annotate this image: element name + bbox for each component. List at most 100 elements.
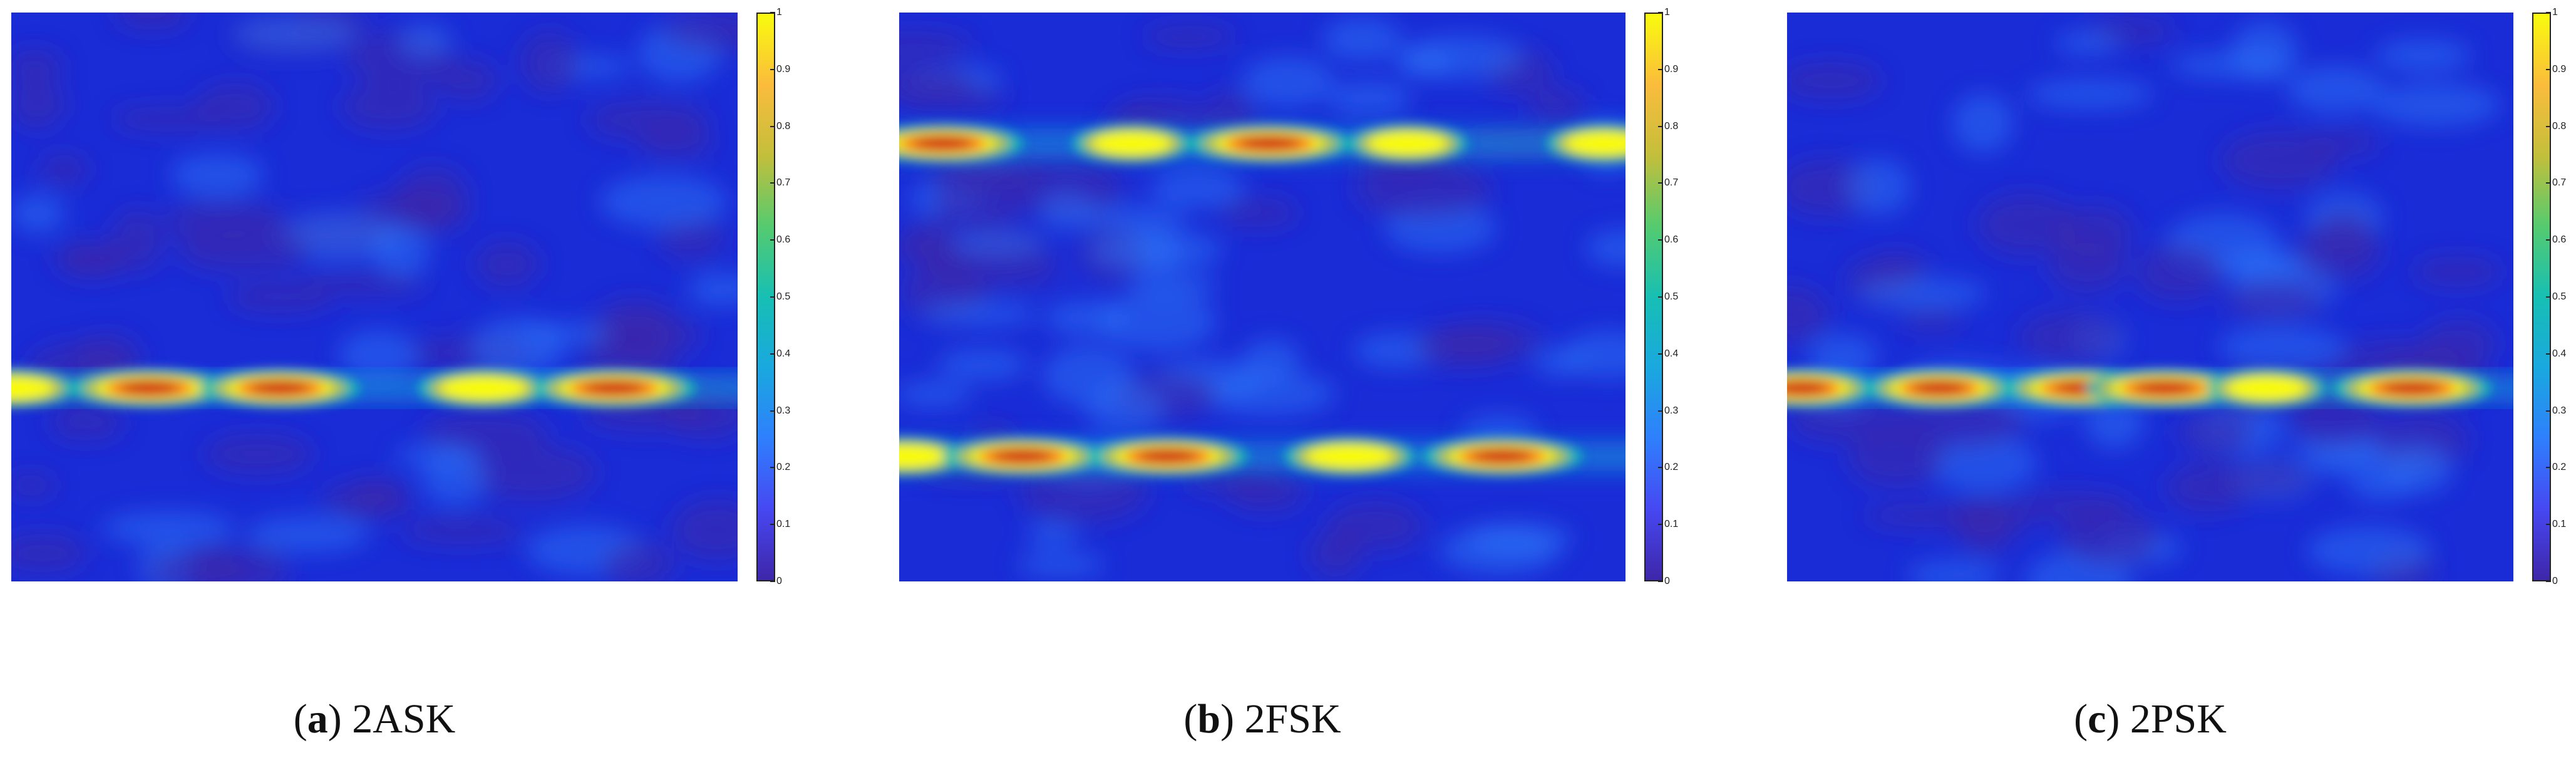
texture-blob bbox=[1089, 228, 1223, 273]
peak-mark bbox=[1865, 369, 2014, 407]
texture-blob bbox=[349, 477, 404, 515]
peaks bbox=[1787, 369, 2493, 407]
texture-blob bbox=[435, 59, 498, 101]
texture-blob bbox=[2286, 65, 2384, 113]
peak-mark bbox=[1421, 437, 1583, 476]
colorbar-tick-label: 0.8 bbox=[1657, 119, 1678, 134]
texture-blob bbox=[1077, 205, 1190, 230]
texture-blob bbox=[52, 243, 125, 274]
caption-letter-b: b bbox=[1197, 696, 1221, 742]
texture-blob bbox=[637, 124, 714, 158]
peak-mark bbox=[1787, 369, 1874, 407]
texture-blob bbox=[602, 541, 675, 581]
peak-mark bbox=[899, 437, 967, 476]
caption-letter-a: a bbox=[307, 696, 328, 742]
peak-mark bbox=[2206, 369, 2327, 407]
texture-blob bbox=[1946, 499, 2034, 535]
texture-blob bbox=[1895, 393, 2026, 449]
texture-blob bbox=[2060, 509, 2159, 566]
peak-mark bbox=[899, 124, 1024, 162]
peak-mark bbox=[2331, 369, 2493, 407]
texture-blob bbox=[339, 83, 438, 130]
caption-b: (b) 2FSK bbox=[1183, 696, 1341, 742]
texture-blob bbox=[11, 474, 58, 497]
colorbar-tick-label: 0.2 bbox=[770, 460, 790, 475]
peak-mark bbox=[11, 369, 76, 407]
colorbar-ticks-c: 1 0.9 0.8 0.7 0.6 0.5 0.4 0.3 0.2 0.1 0 bbox=[2545, 7, 2576, 586]
peak-mark bbox=[2084, 369, 2245, 407]
peaks bbox=[899, 124, 1625, 476]
colorbar-tick-label: 0.4 bbox=[770, 346, 790, 362]
colorbar-tick-label: 0 bbox=[770, 574, 782, 589]
peak-mark bbox=[1087, 437, 1249, 476]
texture-blob bbox=[1527, 87, 1585, 122]
colorbar-tick-label: 0.5 bbox=[1657, 289, 1678, 304]
panel-a: 1 0.9 0.8 0.7 0.6 0.5 0.4 0.3 0.2 0.1 0 (a) 2ASK bbox=[11, 7, 825, 752]
colorbar-tick-label: 1 bbox=[2546, 5, 2558, 20]
texture-blob bbox=[1787, 284, 1830, 344]
texture-blob bbox=[1128, 273, 1219, 299]
texture-blob bbox=[899, 31, 972, 59]
texture-blob bbox=[1098, 291, 1217, 351]
colorbar-tick-label: 0.1 bbox=[770, 517, 790, 532]
texture-blob bbox=[401, 517, 523, 544]
texture-blob bbox=[950, 231, 1045, 256]
colorbar-tick-label: 0 bbox=[1658, 574, 1670, 589]
colorbar-tick-label: 0.9 bbox=[1657, 62, 1678, 77]
peak-mark bbox=[531, 369, 697, 407]
texture-blob bbox=[520, 322, 614, 345]
texture-blob bbox=[2371, 83, 2501, 127]
texture-blob bbox=[2223, 280, 2323, 320]
texture-blob bbox=[2084, 393, 2145, 449]
texture-blob bbox=[1142, 24, 1236, 49]
caption-label-c: 2PSK bbox=[2130, 696, 2227, 742]
texture-blob bbox=[234, 16, 358, 51]
texture-blob bbox=[1413, 327, 1516, 368]
texture-blob bbox=[466, 443, 597, 502]
colorbar-tick-label: 0.9 bbox=[770, 62, 790, 77]
heatmap-a bbox=[11, 13, 738, 581]
colorbar-tick-label: 0.7 bbox=[770, 175, 790, 190]
texture-blob bbox=[422, 410, 549, 454]
texture-blob bbox=[2026, 78, 2154, 110]
texture-blob bbox=[1326, 81, 1412, 117]
texture-blob bbox=[1321, 18, 1403, 61]
texture-blob bbox=[519, 31, 579, 93]
texture-blob bbox=[230, 546, 287, 581]
heatmap-texture bbox=[11, 13, 738, 581]
texture-blob bbox=[11, 533, 87, 573]
texture-blob bbox=[246, 516, 370, 553]
texture-blob bbox=[2231, 21, 2299, 80]
texture-blob bbox=[11, 194, 66, 234]
colorbar-tick-label: 0.3 bbox=[1657, 403, 1678, 419]
texture-blob bbox=[101, 511, 236, 546]
texture-blob bbox=[1787, 397, 1904, 444]
colorbar-tick-label: 0.6 bbox=[2545, 232, 2566, 247]
texture-blob bbox=[2135, 243, 2222, 301]
colorbar-tick-label: 0.2 bbox=[2545, 460, 2566, 475]
colorbar-tick-label: 0.9 bbox=[2545, 62, 2566, 77]
texture-blob bbox=[11, 79, 66, 129]
colorbar-tick-label: 0.6 bbox=[1657, 232, 1678, 247]
heatmap-svg-b bbox=[899, 13, 1625, 581]
texture-blob bbox=[337, 330, 418, 381]
texture-blob bbox=[194, 82, 275, 131]
caption-a: (a) 2ASK bbox=[293, 696, 456, 742]
colorbar-tick-label: 0.8 bbox=[2545, 119, 2566, 134]
texture-blob bbox=[1951, 93, 2014, 154]
texture-blob bbox=[2018, 310, 2122, 363]
texture-blob bbox=[2177, 412, 2252, 454]
colorbar-tick-label: 0.8 bbox=[770, 119, 790, 134]
texture-blob bbox=[1787, 61, 1882, 100]
texture-blob bbox=[1218, 197, 1299, 228]
texture-blob bbox=[170, 153, 265, 197]
caption-label-b: 2FSK bbox=[1244, 696, 1341, 742]
texture-blob bbox=[113, 13, 190, 31]
peak-mark bbox=[1187, 124, 1352, 162]
texture-blob bbox=[899, 83, 1006, 112]
texture-blob bbox=[1044, 299, 1127, 336]
panel-b: 1 0.9 0.8 0.7 0.6 0.5 0.4 0.3 0.2 0.1 0 (b) 2FSK bbox=[899, 7, 1713, 752]
texture-blob bbox=[1928, 435, 2038, 492]
peak-mark bbox=[1347, 124, 1468, 162]
texture-blob bbox=[1026, 523, 1079, 548]
